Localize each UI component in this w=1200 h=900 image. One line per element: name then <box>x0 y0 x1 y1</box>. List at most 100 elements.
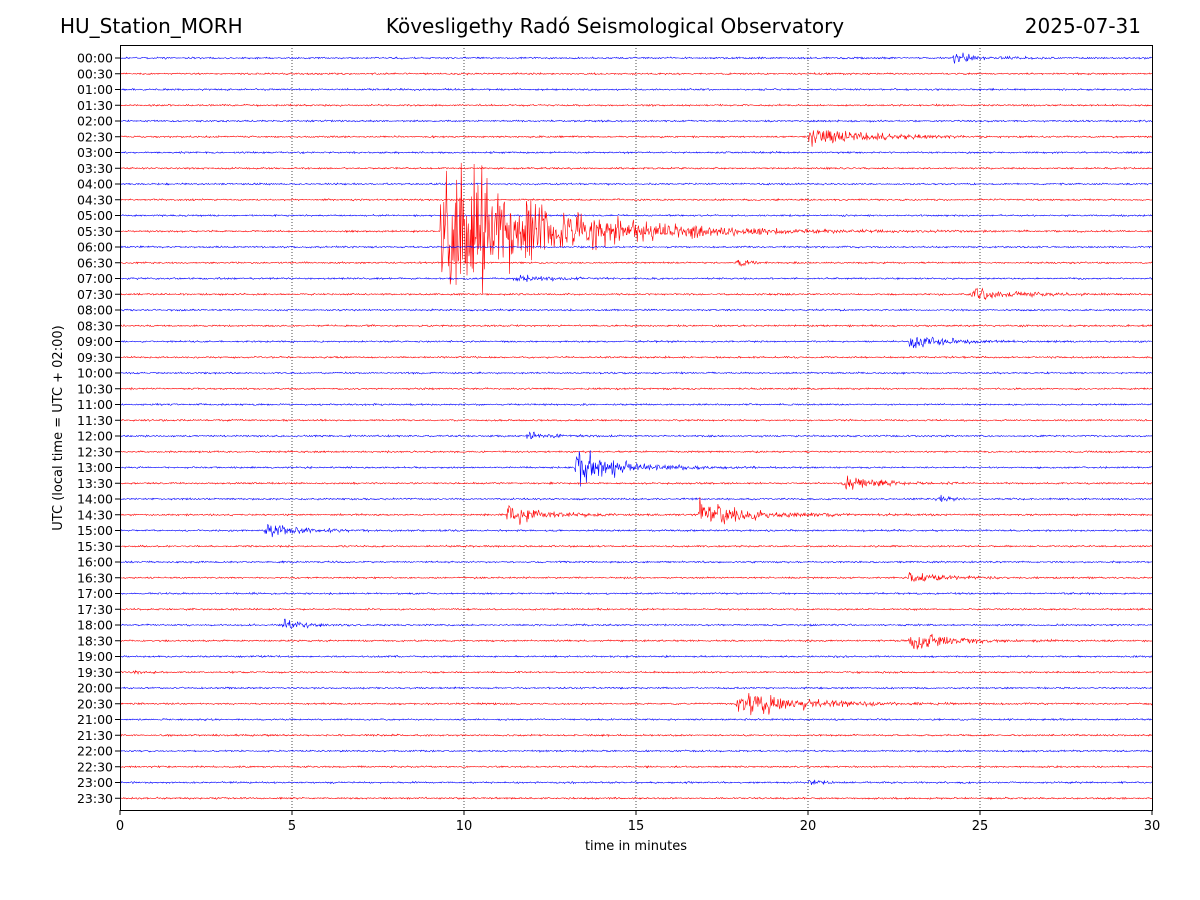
y-tick-label: 21:00 <box>77 712 113 727</box>
y-tick-label: 07:00 <box>77 271 113 286</box>
chart-title: Kövesligethy Radó Seismological Observat… <box>385 14 845 38</box>
x-axis-label: time in minutes <box>585 839 687 854</box>
y-tick-label: 14:00 <box>77 492 113 507</box>
trace-1530 <box>120 544 1152 548</box>
trace-1700 <box>120 591 1152 596</box>
trace-1030 <box>120 387 1152 391</box>
trace-1100 <box>120 402 1152 407</box>
y-tick-label: 18:30 <box>77 633 113 648</box>
trace-1730 <box>120 607 1152 611</box>
trace-2200 <box>120 749 1152 753</box>
chart-date: 2025-07-31 <box>1024 14 1141 38</box>
y-axis-label: UTC (local time = UTC + 02:00) <box>51 325 66 530</box>
y-tick-label: 01:00 <box>77 82 113 97</box>
trace-2030 <box>120 693 1152 716</box>
y-tick-label: 02:30 <box>77 129 113 144</box>
trace-2230 <box>120 764 1152 769</box>
y-tick-label: 23:30 <box>77 791 113 806</box>
trace-0230 <box>120 129 1152 147</box>
y-tick-label: 06:00 <box>77 240 113 255</box>
y-tick-label: 03:00 <box>77 145 113 160</box>
trace-0400 <box>120 182 1152 186</box>
grid-lines <box>291 45 981 810</box>
y-tick-label: 17:30 <box>77 602 113 617</box>
trace-2000 <box>120 686 1152 690</box>
trace-0130 <box>120 103 1152 107</box>
y-tick-label: 17:00 <box>77 586 113 601</box>
y-tick-label: 05:30 <box>77 224 113 239</box>
trace-0330 <box>120 166 1152 171</box>
trace-0630 <box>120 259 1152 267</box>
y-tick-label: 08:30 <box>77 318 113 333</box>
trace-0730 <box>120 287 1152 301</box>
trace-0030 <box>120 71 1152 76</box>
trace-1000 <box>120 371 1152 375</box>
y-tick-label: 03:30 <box>77 161 113 176</box>
traces <box>120 52 1152 801</box>
y-tick-label: 11:30 <box>77 413 113 428</box>
trace-2130 <box>120 733 1152 738</box>
trace-0900 <box>120 336 1152 349</box>
trace-0430 <box>120 198 1152 202</box>
y-tick-label: 15:30 <box>77 539 113 554</box>
trace-1930 <box>120 669 1152 675</box>
y-tick-label: 15:00 <box>77 523 113 538</box>
y-tick-label: 20:30 <box>77 696 113 711</box>
y-tick-label: 16:00 <box>77 555 113 570</box>
y-tick-label: 22:00 <box>77 744 113 759</box>
trace-0800 <box>120 308 1152 312</box>
y-tick-label: 11:00 <box>77 397 113 412</box>
y-tick-label: 18:00 <box>77 618 113 633</box>
station-name: HU_Station_MORH <box>60 14 243 38</box>
trace-2330 <box>120 796 1152 801</box>
x-tick-label: 30 <box>1144 819 1161 834</box>
trace-1800 <box>120 618 1152 630</box>
x-axis-ticks: 0 5 10 15 20 25 30 <box>116 810 1160 834</box>
y-axis-ticks: 00:0000:3001:0001:3002:0002:3003:0003:30… <box>77 51 120 806</box>
y-tick-label: 09:00 <box>77 334 113 349</box>
y-tick-label: 02:00 <box>77 114 113 129</box>
y-tick-label: 13:00 <box>77 460 113 475</box>
trace-0500 <box>120 213 1152 218</box>
y-tick-label: 19:00 <box>77 649 113 664</box>
y-tick-label: 13:30 <box>77 476 113 491</box>
trace-0830 <box>120 323 1152 328</box>
trace-1900 <box>120 654 1152 659</box>
y-tick-label: 10:00 <box>77 366 113 381</box>
trace-1600 <box>120 560 1152 564</box>
y-tick-label: 10:30 <box>77 381 113 396</box>
y-tick-label: 09:30 <box>77 350 113 365</box>
trace-0300 <box>120 150 1152 155</box>
trace-1400 <box>120 494 1152 503</box>
y-tick-label: 08:00 <box>77 303 113 318</box>
y-tick-label: 04:30 <box>77 192 113 207</box>
x-tick-label: 20 <box>800 819 817 834</box>
trace-0000 <box>120 52 1152 64</box>
trace-1500 <box>120 523 1152 538</box>
x-tick-label: 0 <box>116 819 124 834</box>
y-tick-label: 23:00 <box>77 775 113 790</box>
plot-frame <box>120 45 1153 811</box>
x-tick-label: 15 <box>628 819 645 834</box>
trace-2300 <box>120 779 1152 786</box>
x-tick-label: 5 <box>288 819 296 834</box>
trace-0930 <box>120 355 1152 360</box>
y-tick-label: 22:30 <box>77 759 113 774</box>
trace-1300 <box>120 450 1152 487</box>
trace-1200 <box>120 431 1152 440</box>
y-tick-label: 00:30 <box>77 66 113 81</box>
y-tick-label: 00:00 <box>77 51 113 66</box>
y-tick-label: 14:30 <box>77 507 113 522</box>
trace-1330 <box>120 475 1152 490</box>
x-tick-label: 10 <box>456 819 473 834</box>
y-tick-label: 01:30 <box>77 98 113 113</box>
trace-1430 <box>120 497 1152 525</box>
trace-0600 <box>120 245 1152 249</box>
y-tick-label: 06:30 <box>77 255 113 270</box>
trace-1830 <box>120 633 1152 650</box>
y-tick-label: 21:30 <box>77 728 113 743</box>
trace-0100 <box>120 87 1152 92</box>
trace-0530 <box>120 162 1152 294</box>
y-tick-label: 19:30 <box>77 665 113 680</box>
